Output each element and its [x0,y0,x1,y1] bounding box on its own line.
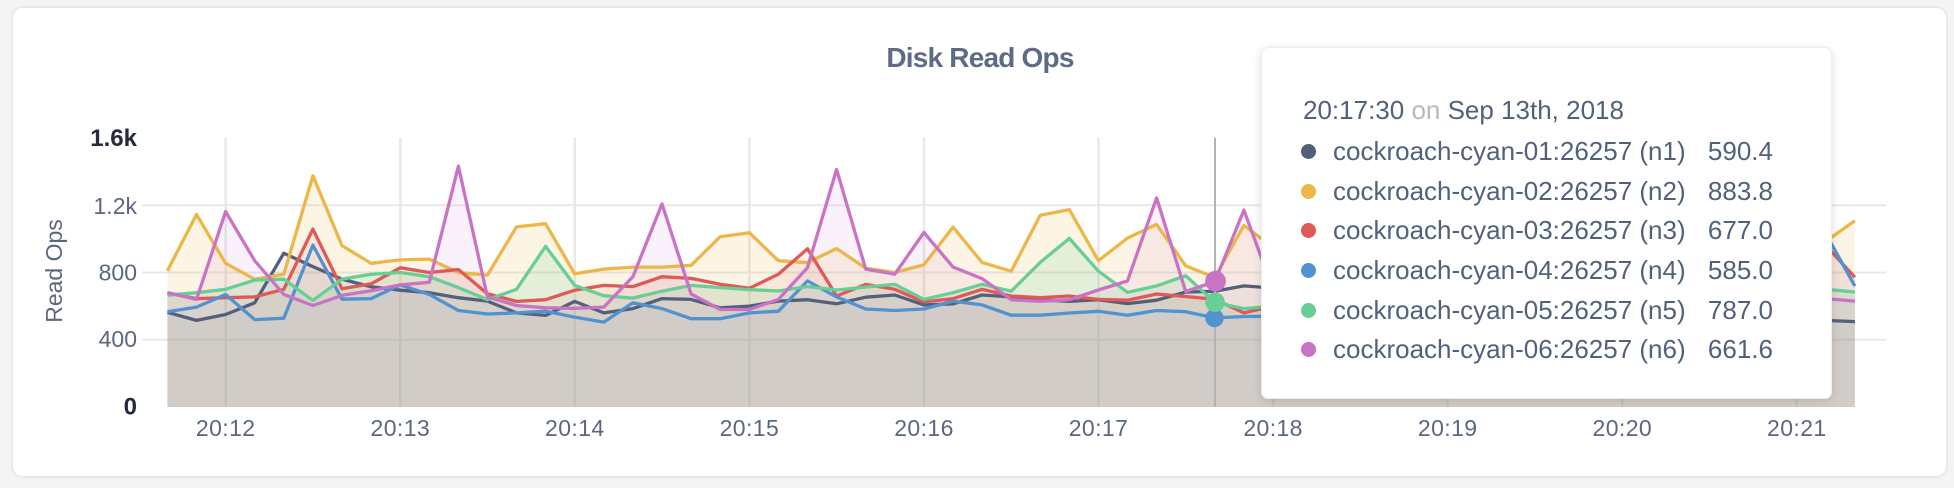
svg-text:0: 0 [124,394,137,421]
svg-text:800: 800 [99,259,137,285]
svg-text:400: 400 [99,326,137,352]
svg-text:Read Ops: Read Ops [41,219,67,323]
svg-text:20:14: 20:14 [545,415,605,441]
svg-text:20:12: 20:12 [196,415,256,441]
svg-text:20:15: 20:15 [720,415,780,441]
svg-text:1.2k: 1.2k [94,193,138,219]
svg-text:20:17: 20:17 [1069,415,1129,441]
svg-text:20:20: 20:20 [1593,415,1653,441]
svg-text:20:18: 20:18 [1243,415,1303,441]
svg-text:1.6k: 1.6k [90,125,137,152]
svg-text:20:19: 20:19 [1418,415,1478,441]
svg-text:20:16: 20:16 [894,415,954,441]
svg-text:20:21: 20:21 [1767,415,1827,441]
svg-text:20:13: 20:13 [371,415,431,441]
